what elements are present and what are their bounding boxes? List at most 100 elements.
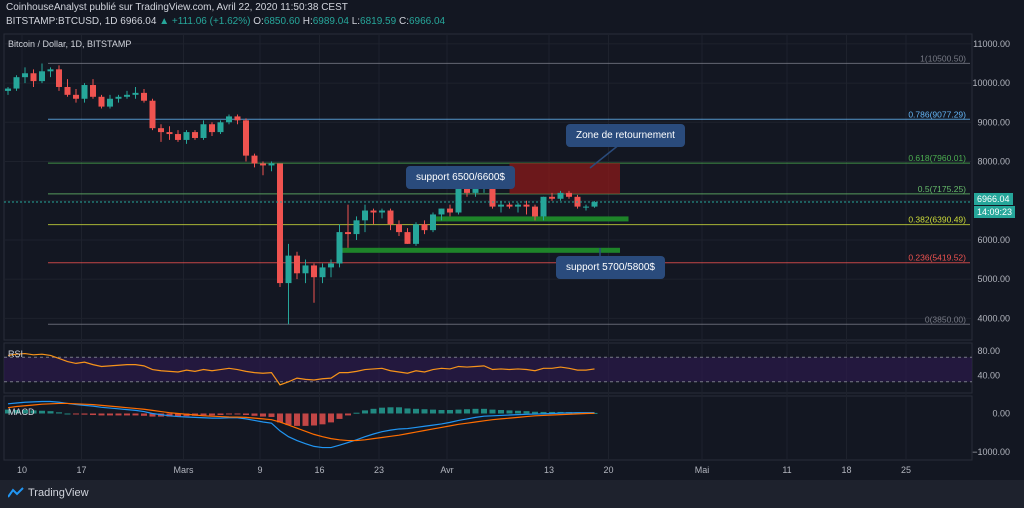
- symbol-line: BITSTAMP:BTCUSD, 1D 6966.04 ▲ +111.06 (+…: [6, 16, 445, 27]
- macd-histogram-bar: [217, 413, 224, 416]
- time-tick-label: 18: [841, 465, 851, 475]
- candle-body: [421, 224, 428, 231]
- callout-zone-retournement: Zone de retournement: [566, 124, 685, 147]
- candle-body: [455, 188, 462, 213]
- time-tick-label: 23: [374, 465, 384, 475]
- macd-histogram-bar: [30, 410, 37, 414]
- macd-histogram-bar: [523, 411, 530, 414]
- macd-tick-label: 0.00: [992, 408, 1010, 418]
- macd-histogram-bar: [5, 409, 11, 414]
- price-tick-label: 9000.00: [977, 117, 1010, 127]
- macd-histogram-bar: [285, 413, 292, 426]
- candle-body: [540, 196, 547, 217]
- fib-label: 0.786(9077.29): [908, 109, 966, 119]
- time-tick-label: Mai: [695, 465, 710, 475]
- candle-body: [234, 116, 241, 121]
- fib-label: 0.5(7175.25): [918, 184, 966, 194]
- time-tick-label: Avr: [440, 465, 453, 475]
- time-tick-label: 13: [544, 465, 554, 475]
- macd-histogram-bar: [430, 409, 436, 414]
- candle-body: [64, 86, 71, 95]
- zone-rect: [433, 216, 629, 222]
- candle-body: [319, 267, 326, 278]
- symbol: BITSTAMP:BTCUSD, 1D: [6, 16, 118, 27]
- candle-body: [294, 255, 300, 274]
- close-value: 6966.04: [408, 16, 446, 27]
- macd-histogram-bar: [532, 411, 538, 414]
- macd-histogram-bar: [73, 413, 79, 415]
- macd-histogram-bar: [13, 410, 20, 414]
- rsi-band: [4, 357, 972, 382]
- candle-body: [311, 265, 317, 278]
- tradingview-logo[interactable]: TradingView: [8, 487, 89, 499]
- time-tick-label: Mars: [174, 465, 194, 475]
- macd-histogram-bar: [421, 409, 428, 414]
- grid: [4, 34, 972, 460]
- callout-support-6500: support 6500/6600$: [406, 166, 515, 189]
- tradingview-brand: TradingView: [28, 487, 89, 499]
- high-value: 6989.04: [312, 16, 349, 27]
- publisher-line: CoinhouseAnalyst publié sur TradingView.…: [6, 2, 348, 13]
- macd-histogram-bar: [115, 413, 122, 416]
- macd-histogram-bar: [251, 413, 258, 416]
- rsi-indicator: 80.00 40.00: [4, 346, 1000, 386]
- candle-body: [396, 224, 402, 233]
- candle-body: [183, 132, 190, 140]
- candle-body: [362, 210, 368, 221]
- candle-body: [591, 202, 598, 207]
- macd-histogram-bar: [149, 413, 156, 417]
- macd-histogram-bar: [294, 413, 300, 426]
- price-tick-label: 8000.00: [977, 157, 1010, 167]
- candle-body: [328, 263, 334, 268]
- candle-body: [115, 96, 122, 99]
- candle-body: [506, 204, 513, 207]
- candle-body: [243, 120, 249, 156]
- open-label: O:: [253, 16, 264, 27]
- rsi-label: RSI: [8, 349, 23, 359]
- macd-histogram-bar: [336, 413, 343, 419]
- candle-body: [39, 71, 45, 82]
- fib-label: 1(10500.50): [920, 53, 966, 63]
- macd-histogram-bar: [481, 408, 487, 414]
- rsi-tick-label: 80.00: [977, 346, 1000, 356]
- macd-histogram-bar: [175, 413, 181, 417]
- price-change: ▲ +111.06 (+1.62%): [159, 16, 251, 27]
- macd-histogram-bar: [464, 409, 470, 414]
- chart-area[interactable]: 1(10500.50) 0.786(9077.29) 0.618(7960.01) 0…: [0, 0, 1024, 480]
- zone-rect: [509, 163, 620, 194]
- tradingview-icon: [8, 487, 24, 498]
- candle-body: [430, 214, 436, 231]
- macd-histogram-bar: [515, 410, 521, 414]
- macd-histogram-bar: [506, 410, 513, 414]
- macd-histogram-bar: [47, 411, 54, 414]
- macd-histogram-bar: [234, 413, 241, 415]
- zones: [339, 143, 629, 256]
- candle-body: [277, 163, 283, 284]
- candle-body: [353, 220, 360, 235]
- time-tick-label: 25: [901, 465, 911, 475]
- macd-label: MACD: [8, 407, 35, 417]
- macd-tick-label: −1000.00: [972, 447, 1010, 457]
- publisher-text: CoinhouseAnalyst publié sur TradingView.…: [6, 2, 348, 13]
- macd-histogram-bar: [132, 413, 139, 416]
- macd-histogram-bar: [345, 413, 351, 416]
- macd-histogram-bar: [90, 413, 96, 416]
- time-tick-label: 11: [782, 465, 791, 475]
- time-tick-label: 20: [603, 465, 613, 475]
- macd-histogram-bar: [56, 412, 62, 414]
- time-tick-label: 16: [314, 465, 324, 475]
- macd-histogram-bar: [413, 408, 419, 414]
- time-tick-label: 17: [76, 465, 86, 475]
- candle-body: [175, 134, 181, 140]
- candle-body: [345, 232, 351, 235]
- candle-body: [404, 232, 411, 244]
- close-label: C:: [398, 16, 409, 27]
- price-tick-label: 10000.00: [972, 78, 1010, 88]
- candle-body: [200, 124, 207, 138]
- candle-body: [413, 224, 419, 244]
- fib-label: 0(3850.00): [925, 314, 966, 324]
- macd-indicator: 0.00 −1000.00: [5, 400, 1010, 457]
- macd-pane[interactable]: [3, 395, 973, 461]
- macd-histogram-bar: [200, 413, 207, 416]
- macd-histogram-bar: [166, 413, 173, 417]
